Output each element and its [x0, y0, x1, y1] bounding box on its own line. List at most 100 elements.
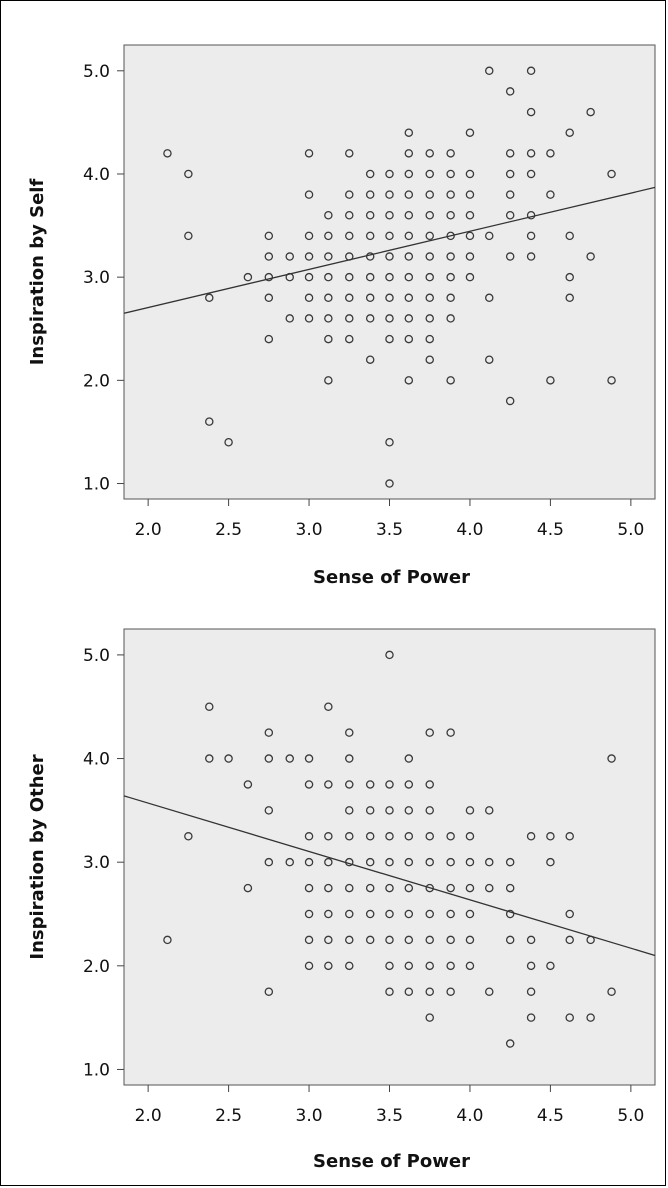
top-data-point	[345, 314, 354, 323]
top-data-point	[565, 231, 574, 241]
bottom-x-tick-label: 3.5	[376, 1106, 403, 1126]
top-data-point	[425, 355, 434, 364]
top-data-point	[404, 149, 414, 158]
bottom-data-point	[385, 806, 394, 815]
top-data-point	[224, 437, 233, 447]
bottom-data-point	[465, 883, 475, 893]
top-data-point	[465, 190, 475, 199]
bottom-data-point	[446, 883, 455, 893]
bottom-data-point	[304, 883, 314, 893]
bottom-data-point	[385, 909, 394, 919]
bottom-x-tick-label: 2.5	[215, 1106, 242, 1126]
top-data-point	[446, 272, 455, 282]
bottom-y-tick-label: 4.0	[83, 750, 110, 770]
top-data-point	[565, 272, 574, 282]
top-data-point	[425, 314, 434, 323]
bottom-x-tick-label: 2.0	[135, 1106, 162, 1126]
top-data-point	[425, 169, 434, 179]
top-data-point	[505, 87, 515, 96]
top-data-point	[304, 293, 314, 303]
bottom-data-point	[345, 780, 354, 789]
bottom-data-point	[385, 961, 394, 971]
top-data-point	[385, 190, 394, 199]
bottom-data-point	[404, 857, 414, 867]
bottom-data-point	[205, 702, 214, 711]
bottom-x-tick-label: 4.0	[456, 1106, 483, 1126]
top-data-point	[446, 314, 455, 323]
top-data-point	[446, 252, 455, 261]
top-data-point	[404, 231, 414, 241]
top-data-point	[243, 272, 253, 282]
top-y-tick-label: 5.0	[83, 62, 110, 82]
top-data-point	[505, 190, 515, 199]
top-data-point	[465, 210, 475, 220]
top-data-point	[446, 169, 455, 179]
bottom-data-point	[365, 857, 375, 867]
top-data-point	[446, 376, 455, 385]
bottom-data-point	[345, 935, 354, 945]
top-data-point	[324, 210, 333, 220]
top-data-point	[304, 231, 314, 241]
bottom-data-point	[505, 935, 515, 945]
top-data-point	[184, 169, 193, 179]
top-data-point	[565, 293, 574, 303]
top-data-point	[163, 149, 172, 158]
bottom-data-point	[446, 832, 455, 841]
bottom-data-point	[385, 987, 394, 996]
bottom-data-point	[404, 754, 414, 763]
top-data-point	[526, 231, 536, 241]
top-data-point	[264, 231, 274, 241]
top-data-point	[505, 149, 515, 158]
bottom-data-point	[304, 935, 314, 945]
bottom-plot-area	[123, 628, 656, 1086]
bottom-data-point	[304, 961, 314, 971]
top-data-point	[365, 355, 375, 364]
bottom-data-point	[404, 961, 414, 971]
bottom-data-point	[425, 935, 434, 945]
bottom-data-point	[465, 857, 475, 867]
bottom-data-point	[505, 1039, 515, 1048]
bottom-data-point	[425, 909, 434, 919]
bottom-data-point	[485, 857, 494, 867]
top-data-point	[485, 355, 494, 364]
bottom-data-point	[304, 754, 314, 763]
top-data-point	[505, 169, 515, 179]
top-data-point	[304, 272, 314, 282]
bottom-data-point	[565, 909, 574, 919]
bottom-data-point	[425, 728, 434, 737]
bottom-data-point	[465, 832, 475, 841]
bottom-data-point	[526, 935, 536, 945]
top-data-point	[446, 210, 455, 220]
top-y-tick-label: 1.0	[83, 475, 110, 495]
top-data-point	[304, 190, 314, 199]
bottom-data-point	[304, 780, 314, 789]
top-data-point	[385, 293, 394, 303]
bottom-data-point	[465, 935, 475, 945]
bottom-data-point	[365, 909, 375, 919]
bottom-data-point	[385, 780, 394, 789]
top-data-point	[345, 190, 354, 199]
bottom-data-point	[586, 1013, 595, 1022]
top-data-point	[586, 252, 595, 261]
bottom-data-point	[385, 650, 394, 660]
bottom-data-point	[285, 857, 294, 867]
top-data-point	[526, 252, 536, 261]
bottom-data-point	[385, 857, 394, 867]
top-data-point	[425, 190, 434, 199]
top-plot-area	[123, 44, 656, 500]
top-data-point	[324, 252, 333, 261]
bottom-data-point	[243, 883, 253, 893]
top-data-point	[365, 190, 375, 199]
top-data-point	[264, 272, 274, 282]
bottom-data-point	[446, 987, 455, 996]
top-data-point	[345, 334, 354, 344]
top-data-point	[385, 314, 394, 323]
bottom-data-point	[465, 806, 475, 815]
bottom-data-point	[526, 961, 536, 971]
bottom-data-point	[465, 909, 475, 919]
top-data-point	[324, 272, 333, 282]
top-data-point	[365, 293, 375, 303]
top-data-point	[385, 169, 394, 179]
bottom-x-tick-label: 5.0	[617, 1106, 644, 1126]
bottom-data-point	[345, 832, 354, 841]
